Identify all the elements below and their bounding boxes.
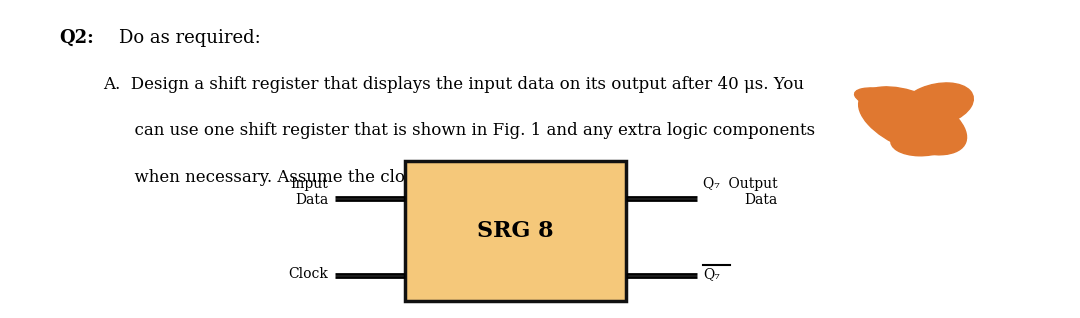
Ellipse shape xyxy=(854,88,932,116)
Text: Do as required:: Do as required: xyxy=(119,29,260,47)
Text: can use one shift register that is shown in Fig. 1 and any extra logic component: can use one shift register that is shown… xyxy=(103,122,814,139)
Text: A.  Design a shift register that displays the input data on its output after 40 : A. Design a shift register that displays… xyxy=(103,76,804,93)
Text: when necessary. Assume the clock frequency is 400 kHz.: when necessary. Assume the clock frequen… xyxy=(103,169,613,185)
Bar xyxy=(405,161,626,301)
Text: Q₇: Q₇ xyxy=(703,267,720,281)
Ellipse shape xyxy=(900,83,973,127)
Text: Q2:: Q2: xyxy=(59,29,94,47)
Text: Q₇  Output: Q₇ Output xyxy=(703,177,778,191)
Text: Data: Data xyxy=(744,193,778,207)
Ellipse shape xyxy=(891,124,956,156)
Text: SRG 8: SRG 8 xyxy=(477,219,554,242)
Text: Clock: Clock xyxy=(288,267,328,281)
Ellipse shape xyxy=(859,87,967,155)
Text: Data: Data xyxy=(295,193,328,207)
Text: Input: Input xyxy=(291,177,328,191)
